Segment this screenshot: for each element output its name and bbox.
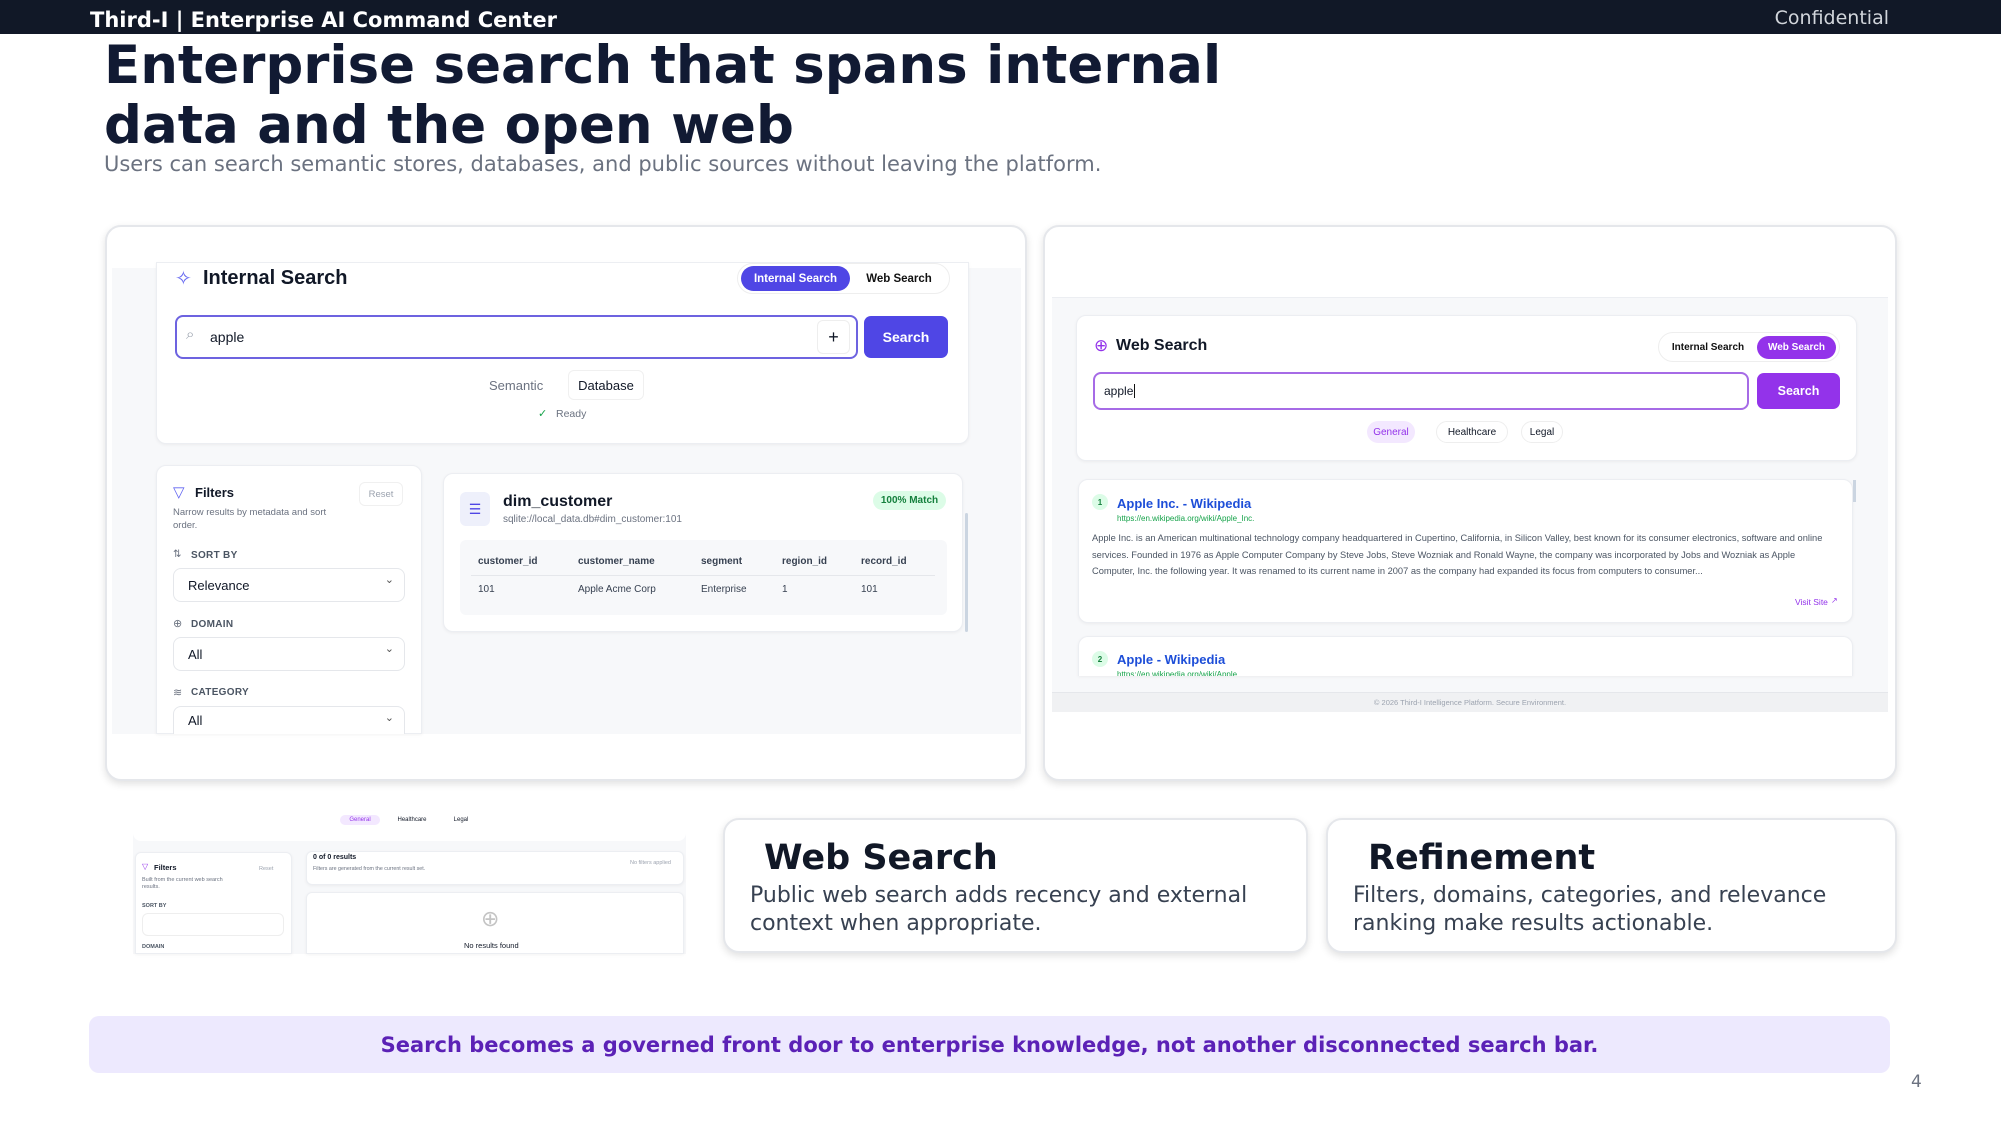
result-table <box>460 540 947 615</box>
table-cell: Enterprise <box>701 584 747 595</box>
match-badge: 100% Match <box>873 491 946 510</box>
sort-select[interactable] <box>142 913 284 936</box>
web-search-button[interactable]: Search <box>1757 373 1840 409</box>
internal-search-input[interactable] <box>175 315 858 359</box>
sort-select[interactable]: Relevance <box>173 568 405 602</box>
status-ready: Ready <box>556 408 587 420</box>
no-filters-label: No filters applied <box>630 860 671 866</box>
feature-card-refinement <box>1326 818 1897 953</box>
chip-general[interactable]: General <box>1367 421 1415 443</box>
tab-web-search[interactable]: Web Search <box>1757 336 1836 359</box>
category-select[interactable]: All <box>173 706 405 734</box>
empty-message: No results found <box>464 941 519 950</box>
internal-query: apple <box>210 329 245 345</box>
sort-icon: ⇅ <box>173 549 182 560</box>
filters-title: Filters <box>195 485 235 500</box>
layers-icon: ≋ <box>173 687 183 699</box>
reset-button[interactable]: Reset <box>359 482 403 506</box>
web-result-card <box>1078 636 1853 676</box>
result-path: sqlite://local_data.db#dim_customer:101 <box>503 514 682 525</box>
globe-icon: ⊕ <box>173 618 183 630</box>
mode-database[interactable]: Database <box>568 370 644 400</box>
col-header: region_id <box>782 556 828 567</box>
feature-body: Filters, domains, categories, and releva… <box>1353 883 1827 936</box>
chip-legal[interactable]: Legal <box>1521 421 1563 443</box>
feature-body: Public web search adds recency and exter… <box>750 883 1248 936</box>
domain-label: DOMAIN <box>142 944 165 950</box>
feature-title: Web Search <box>764 838 998 878</box>
mode-semantic[interactable]: Semantic <box>489 378 544 393</box>
web-query: apple <box>1104 384 1136 398</box>
sparkle-icon: ✧ <box>175 268 192 290</box>
database-icon: ☰ <box>460 492 490 526</box>
internal-search-button[interactable]: Search <box>864 316 948 358</box>
scrollbar[interactable] <box>965 513 968 632</box>
chip-legal[interactable]: Legal <box>453 817 469 823</box>
web-result-card <box>1078 479 1853 623</box>
add-icon[interactable]: + <box>817 320 850 354</box>
table-cell: 101 <box>478 584 495 595</box>
domain-label: DOMAIN <box>191 619 234 630</box>
page-number: 4 <box>1911 1072 1922 1092</box>
sort-label: SORT BY <box>142 903 167 909</box>
page-title: Enterprise search that spans internal da… <box>104 35 1222 156</box>
filter-icon: ▽ <box>173 484 185 501</box>
snippet-filters-panel <box>135 852 292 954</box>
chip-healthcare[interactable]: Healthcare <box>1436 421 1508 443</box>
page-subtitle: Users can search semantic stores, databa… <box>104 152 1102 176</box>
category-label: CATEGORY <box>191 687 249 698</box>
search-icon: ⌕ <box>186 326 195 343</box>
col-header: customer_name <box>578 556 655 567</box>
result-title-link[interactable]: Apple Inc. - Wikipedia <box>1117 496 1252 511</box>
empty-results <box>306 892 684 954</box>
result-rank: 1 <box>1092 494 1108 510</box>
col-header: customer_id <box>478 556 538 567</box>
chip-general[interactable]: General <box>340 815 380 825</box>
check-circle-icon: ✓ <box>538 408 548 420</box>
feature-title: Refinement <box>1368 838 1596 878</box>
web-search-input[interactable] <box>1093 372 1749 410</box>
table-cell: 101 <box>861 584 878 595</box>
result-url[interactable]: https://en.wikipedia.org/wiki/Apple <box>1117 670 1238 676</box>
col-header: record_id <box>861 556 907 567</box>
web-heading: Web Search <box>1116 337 1208 354</box>
col-header: segment <box>701 556 743 567</box>
scrollbar[interactable] <box>1853 480 1856 502</box>
tab-web-search[interactable]: Web Search <box>866 272 932 285</box>
result-url[interactable]: https://en.wikipedia.org/wiki/Apple_Inc. <box>1117 514 1255 523</box>
top-bar <box>0 0 2001 34</box>
internal-heading: Internal Search <box>203 267 348 289</box>
filter-icon: ▽ <box>142 862 149 871</box>
filters-title: Filters <box>154 863 177 872</box>
results-hint: Filters are generated from the current r… <box>313 866 426 872</box>
globe-icon: ⊕ <box>481 906 500 931</box>
result-title-link[interactable]: Apple - Wikipedia <box>1117 652 1226 667</box>
visit-site-link[interactable]: Visit Site <box>1795 597 1828 607</box>
chip-healthcare[interactable]: Healthcare <box>397 817 427 823</box>
result-description: Apple Inc. is an American multinational … <box>1092 533 1823 576</box>
tab-internal-search[interactable]: Internal Search <box>1671 342 1745 353</box>
filters-hint: Built from the current web search result… <box>142 877 223 890</box>
globe-icon: ⊕ <box>1094 336 1109 355</box>
table-divider <box>471 575 935 576</box>
table-cell: Apple Acme Corp <box>578 584 656 595</box>
result-name: dim_customer <box>503 493 613 510</box>
sort-label: SORT BY <box>191 550 238 561</box>
key-message-banner: Search becomes a governed front door to … <box>89 1016 1890 1073</box>
result-rank: 2 <box>1092 651 1108 667</box>
external-link-icon: ↗ <box>1831 596 1838 605</box>
results-count: 0 of 0 results <box>313 854 357 861</box>
brand-title: Third-I | Enterprise AI Command Center <box>90 8 557 32</box>
app-footer: © 2026 Third-I Intelligence Platform. Se… <box>1052 692 1888 712</box>
table-cell: 1 <box>782 584 788 595</box>
tab-internal-search[interactable]: Internal Search <box>741 266 850 291</box>
confidential-label: Confidential <box>1774 7 1889 29</box>
results-summary <box>306 851 684 885</box>
filters-hint: Narrow results by metadata and sort orde… <box>173 507 327 531</box>
feature-card-web-search <box>723 818 1308 953</box>
domain-select[interactable]: All <box>173 637 405 671</box>
reset-button[interactable]: Reset <box>259 866 274 872</box>
snippet-search-panel <box>133 817 686 841</box>
